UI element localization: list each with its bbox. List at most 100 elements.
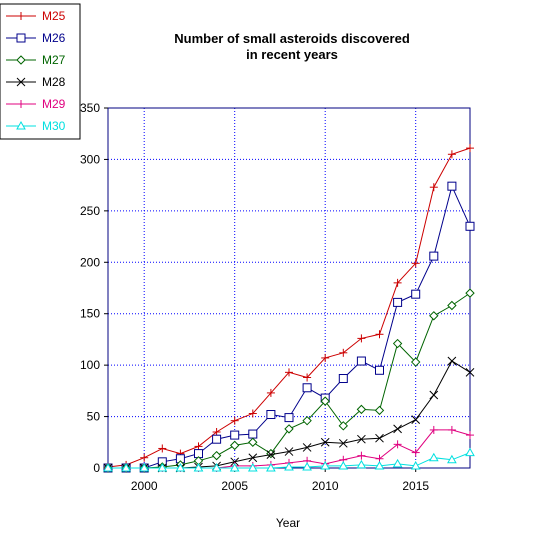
legend-swatch-marker [16, 55, 26, 65]
data-point-m29 [411, 448, 420, 457]
data-point-m25 [248, 409, 257, 418]
data-point-m26 [447, 181, 457, 191]
legend-entry-m28: M28 [6, 75, 66, 89]
data-point-m25 [411, 259, 420, 268]
data-point-m27 [410, 357, 421, 367]
data-point-m26 [429, 251, 439, 261]
data-point-m27 [284, 424, 294, 434]
data-point-m25 [266, 388, 275, 397]
chart-title-line-2: in recent years [246, 47, 338, 62]
data-point-m25 [285, 368, 293, 377]
data-point-m26 [302, 383, 312, 393]
x-tick-label: 2005 [221, 479, 248, 493]
data-point-m26 [375, 365, 384, 375]
y-tick-label: 350 [80, 101, 100, 115]
data-point-m25 [158, 444, 167, 453]
data-point-m28 [429, 390, 439, 400]
data-point-m29 [393, 440, 402, 449]
data-point-m30 [193, 462, 204, 472]
x-tick-label: 2015 [402, 479, 429, 493]
data-point-m25 [447, 150, 456, 159]
legend-entry-m30: M30 [6, 119, 66, 133]
data-point-m28 [302, 443, 312, 452]
chart-title-line-1: Number of small asteroids discovered [174, 31, 410, 46]
data-point-m26 [284, 413, 294, 423]
x-axis-label: Year [276, 516, 300, 530]
data-point-m28 [447, 356, 457, 366]
data-point-m25 [194, 442, 203, 451]
data-point-m27 [338, 421, 349, 431]
data-point-m28 [465, 367, 475, 377]
legend-label: M27 [42, 53, 66, 67]
data-point-m27 [374, 405, 385, 416]
x-tick-label: 2010 [312, 479, 339, 493]
y-tick-label: 300 [80, 152, 100, 166]
data-point-m26 [411, 289, 421, 299]
data-point-m25 [375, 330, 384, 339]
grid [108, 108, 470, 468]
data-point-m30 [211, 462, 222, 472]
y-tick-label: 200 [80, 255, 100, 269]
data-point-m29 [447, 425, 456, 434]
data-point-m27 [356, 404, 367, 415]
legend-swatch-marker [16, 33, 26, 43]
data-point-m30 [139, 462, 150, 472]
legend-label: M26 [42, 31, 66, 45]
y-tick-label: 250 [80, 204, 100, 218]
data-point-m28 [284, 447, 294, 456]
data-point-m28 [393, 424, 402, 434]
data-point-m27 [465, 288, 475, 298]
legend-swatch-marker [17, 12, 25, 20]
data-point-m26 [230, 430, 240, 440]
series-layer [103, 144, 475, 473]
y-tick-label: 0 [93, 461, 100, 475]
data-point-m27 [447, 300, 457, 311]
data-point-m28 [411, 415, 421, 425]
data-point-m30 [284, 461, 294, 471]
axis-ticks: 0 50 100 150 200 250 300 350 2000 2005 2010 2015 [80, 101, 429, 493]
data-point-m30 [320, 460, 331, 470]
data-point-m27 [248, 437, 258, 447]
legend-swatch-marker [17, 100, 25, 108]
data-point-m25 [321, 353, 330, 362]
y-tick-label: 150 [80, 307, 100, 321]
data-point-m27 [392, 338, 403, 349]
data-point-m25 [303, 373, 312, 382]
data-point-m26 [338, 374, 348, 384]
data-point-m30 [338, 460, 349, 470]
data-point-m28 [248, 453, 258, 463]
y-tick-label: 100 [80, 358, 100, 372]
legend-entry-m25: M25 [6, 9, 66, 23]
data-point-m26 [356, 356, 366, 366]
data-point-m25 [230, 416, 239, 425]
data-point-m30 [266, 462, 276, 472]
data-point-m29 [357, 451, 366, 460]
legend-swatch-marker [16, 77, 26, 87]
data-point-m25 [339, 348, 348, 357]
data-point-m29 [429, 425, 438, 434]
data-point-m30 [229, 462, 240, 472]
data-point-m29 [466, 431, 474, 440]
data-point-m25 [466, 144, 474, 153]
legend-box [0, 3, 81, 140]
data-point-m30 [302, 461, 312, 471]
series-m30 [103, 447, 475, 472]
legend-entry-m29: M29 [6, 97, 66, 111]
data-point-m28 [230, 457, 240, 467]
data-point-m27 [320, 396, 330, 406]
data-point-m30 [374, 460, 385, 470]
y-tick-label: 50 [87, 410, 101, 424]
data-point-m26 [393, 297, 403, 307]
data-point-m27 [211, 450, 222, 461]
data-point-m30 [157, 462, 168, 472]
data-point-m30 [410, 460, 421, 470]
data-point-m30 [447, 454, 457, 464]
data-point-m27 [429, 311, 439, 321]
data-point-m30 [392, 458, 403, 468]
data-point-m30 [175, 462, 186, 472]
legend-entry-m26: M26 [6, 31, 66, 45]
data-point-m30 [465, 447, 475, 457]
data-point-m25 [212, 428, 221, 436]
